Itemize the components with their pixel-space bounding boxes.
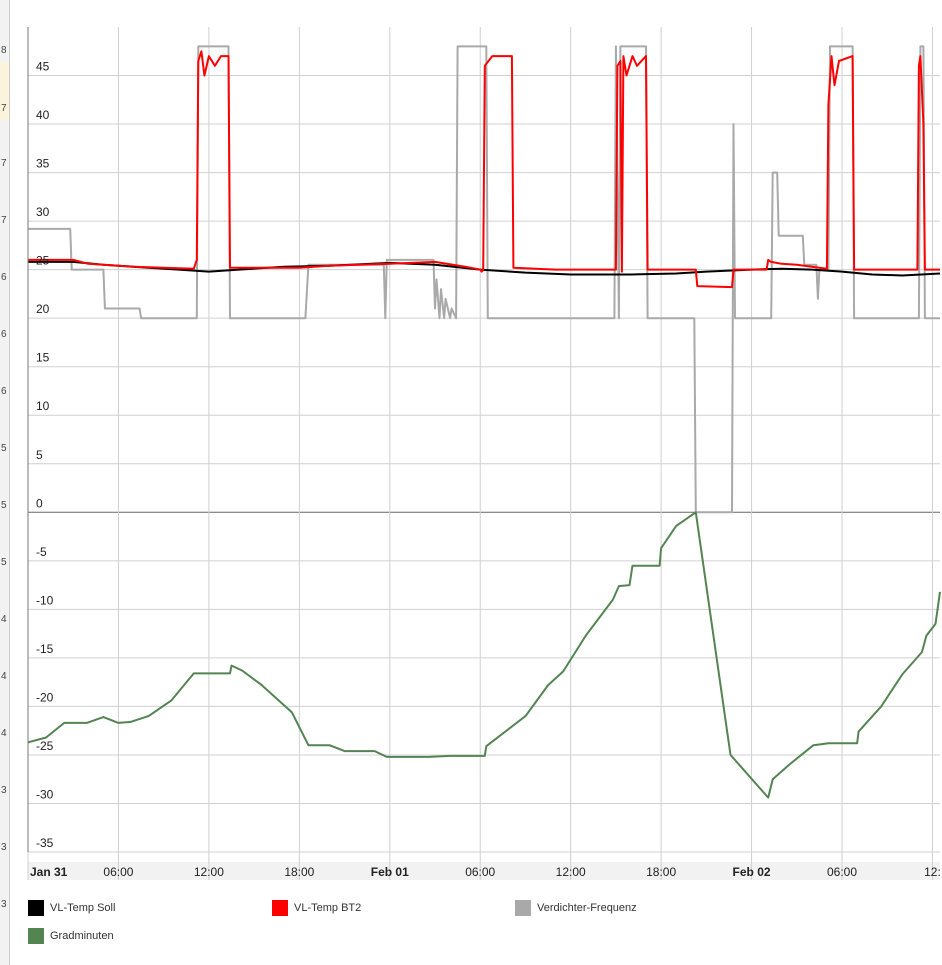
y-tick-label: -30	[36, 787, 54, 801]
side-strip-char: 7	[1, 103, 7, 114]
side-strip-char: 4	[1, 614, 7, 625]
legend-swatch	[515, 900, 531, 916]
y-tick-label: 15	[36, 351, 50, 365]
side-strip-char: 3	[1, 842, 7, 853]
legend-label: Verdichter-Frequenz	[537, 902, 637, 914]
side-strip: 8 7 7 7 6 6 6 5 5 5 4 4 4 3 3 3	[0, 0, 10, 965]
y-tick-label: -25	[36, 739, 54, 753]
side-strip-char: 4	[1, 728, 7, 739]
side-strip-char: 3	[1, 899, 7, 910]
y-tick-label: 20	[36, 302, 50, 316]
legend-swatch	[28, 900, 44, 916]
legend-swatch	[272, 900, 288, 916]
x-tick-label: 18:00	[646, 865, 676, 879]
side-strip-char: 7	[1, 158, 7, 169]
x-tick-label: Feb 01	[371, 865, 409, 879]
y-tick-label: -10	[36, 593, 54, 607]
side-strip-char: 8	[1, 45, 7, 56]
series-line-vl-temp-bt2	[28, 50, 940, 289]
legend-item[interactable]: VL-Temp BT2	[272, 900, 361, 916]
legend-swatch	[28, 928, 44, 944]
side-strip-char: 3	[1, 785, 7, 796]
x-tick-label: 18:00	[284, 865, 314, 879]
line-chart: 45 40 35 30 25 20 15 10 5 0 -5 -10 -15 -20 -25 -30 -35 Ja…	[27, 27, 941, 880]
y-tick-label: 0	[36, 496, 43, 510]
y-tick-label: -15	[36, 642, 54, 656]
x-tick-label: 12:00	[194, 865, 224, 879]
y-tick-label: 35	[36, 157, 50, 171]
legend-item[interactable]: Gradminuten	[28, 928, 114, 944]
x-tick-label: Feb 02	[733, 865, 771, 879]
legend-item[interactable]: Verdichter-Frequenz	[515, 900, 637, 916]
series-line-gradminuten	[27, 511, 941, 799]
legend-label: VL-Temp BT2	[294, 902, 362, 914]
legend-label: Gradminuten	[50, 930, 114, 942]
side-strip-char: 5	[1, 500, 7, 511]
side-strip-char: 6	[1, 386, 7, 397]
x-tick-label: 06:00	[827, 865, 857, 879]
y-tick-label: 25	[36, 254, 50, 268]
x-axis-band	[28, 862, 940, 880]
chart-legend: VL-Temp Soll VL-Temp BT2 Verdichter-Freque…	[0, 880, 942, 965]
y-tick-label: -20	[36, 690, 54, 704]
y-tick-label: -35	[36, 836, 54, 850]
x-tick-label: Jan 31	[30, 865, 68, 879]
series-line-vl-temp-soll	[28, 260, 941, 277]
side-strip-char: 5	[1, 443, 7, 454]
y-tick-label: -5	[36, 545, 47, 559]
y-tick-label: 30	[36, 205, 50, 219]
y-tick-label: 45	[36, 60, 50, 74]
x-tick-label: 06:00	[465, 865, 495, 879]
y-tick-label: 40	[36, 108, 50, 122]
x-tick-label: 06:00	[103, 865, 133, 879]
side-strip-char: 4	[1, 671, 7, 682]
side-strip-char: 7	[1, 215, 7, 226]
side-strip-char: 6	[1, 329, 7, 340]
legend-label: VL-Temp Soll	[50, 902, 116, 914]
side-strip-char: 6	[1, 272, 7, 283]
y-tick-label: 10	[36, 399, 50, 413]
x-tick-label: 12:	[924, 865, 941, 879]
y-tick-label: 5	[36, 448, 43, 462]
legend-item[interactable]: VL-Temp Soll	[28, 900, 115, 916]
side-strip-char: 5	[1, 557, 7, 568]
x-tick-label: 12:00	[556, 865, 586, 879]
side-strip-highlight	[0, 62, 9, 120]
